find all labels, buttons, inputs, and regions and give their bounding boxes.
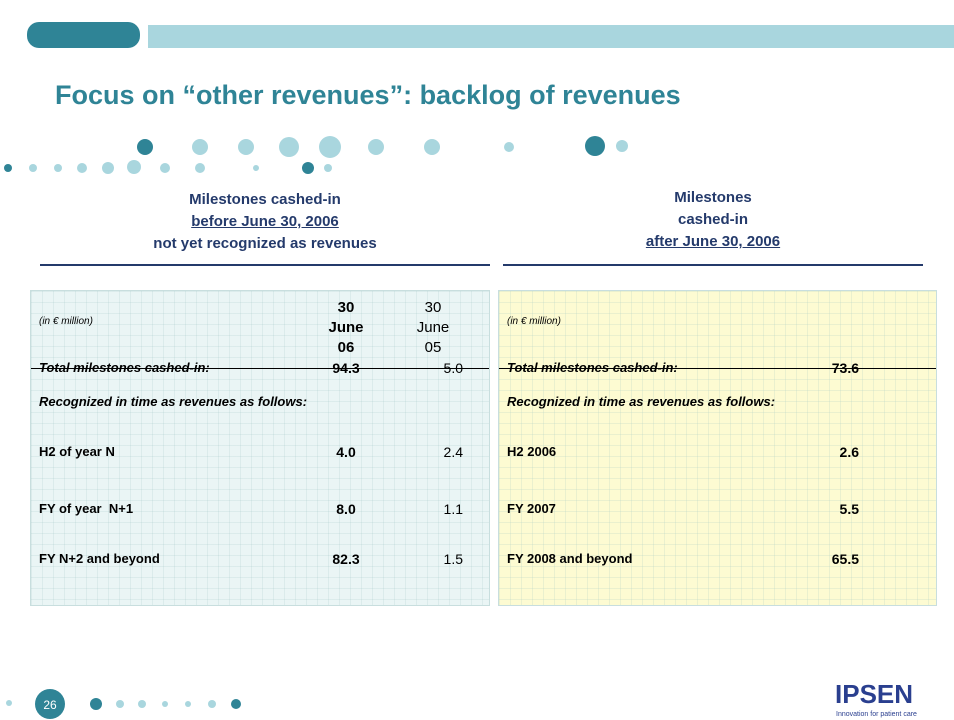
value: 4.0 xyxy=(336,444,356,460)
column-header: 06 xyxy=(337,339,355,356)
rule xyxy=(40,264,490,266)
heading-line: after June 30, 2006 xyxy=(645,233,781,250)
dots xyxy=(4,136,628,719)
row-label: Total milestones cashed-in: xyxy=(39,360,210,375)
top-bar-light xyxy=(148,25,954,48)
column-header: June xyxy=(416,319,450,336)
logo: IPSEN xyxy=(835,679,913,709)
row-label: Recognized in time as revenues as follow… xyxy=(39,394,308,409)
rule xyxy=(503,264,923,266)
column-header: 05 xyxy=(424,339,442,356)
right-heading: Milestones cashed-in after June 30, 2006 xyxy=(503,187,923,253)
heading-line: before June 30, 2006 xyxy=(191,213,339,230)
column-header: 30 xyxy=(337,299,355,316)
value: 65.5 xyxy=(831,551,859,567)
top-bar-dark xyxy=(27,22,140,48)
value: 2.6 xyxy=(839,444,859,460)
heading-line: Milestones cashed-in xyxy=(189,191,341,208)
header-rule xyxy=(31,368,489,369)
title: Focus on “other revenues”: backlog of re… xyxy=(55,80,681,110)
page-number: 26 xyxy=(43,698,57,712)
value: 1.5 xyxy=(443,551,463,567)
heading-line: Milestones xyxy=(674,189,752,206)
value: 5.0 xyxy=(443,360,463,376)
value: 94.3 xyxy=(332,360,360,376)
unit: (in € million) xyxy=(507,316,561,327)
left-table: (in € million) 30 June 06 30 June 05 Total mile… xyxy=(30,290,490,606)
row-label: FY 2008 and beyond xyxy=(507,551,633,566)
column-header: 30 xyxy=(424,299,442,316)
tagline: Innovation for patient care xyxy=(836,711,917,718)
heading-line: cashed-in xyxy=(677,211,749,228)
heading-line: not yet recognized as revenues xyxy=(153,235,377,252)
unit: (in € million) xyxy=(39,316,93,327)
value: 5.5 xyxy=(839,501,859,517)
row-label: Total milestones cashed-in: xyxy=(507,360,678,375)
header-rule xyxy=(499,368,936,369)
left-heading: Milestones cashed-in before June 30, 200… xyxy=(40,189,490,255)
row-label: H2 2006 xyxy=(507,444,557,459)
value: 73.6 xyxy=(831,360,859,376)
value: 82.3 xyxy=(332,551,360,567)
row-label: FY 2007 xyxy=(507,501,556,516)
row-label: H2 of year N xyxy=(39,444,115,459)
value: 2.4 xyxy=(443,444,463,460)
row-label: FY N+2 and beyond xyxy=(39,551,160,566)
value: 1.1 xyxy=(443,501,463,517)
value: 8.0 xyxy=(336,501,356,517)
right-table: (in € million) Total milestones cashed-in… xyxy=(498,290,937,606)
column-header: June xyxy=(328,319,364,336)
row-label: FY of year N+1 xyxy=(39,501,134,516)
row-label: Recognized in time as revenues as follow… xyxy=(507,394,776,409)
